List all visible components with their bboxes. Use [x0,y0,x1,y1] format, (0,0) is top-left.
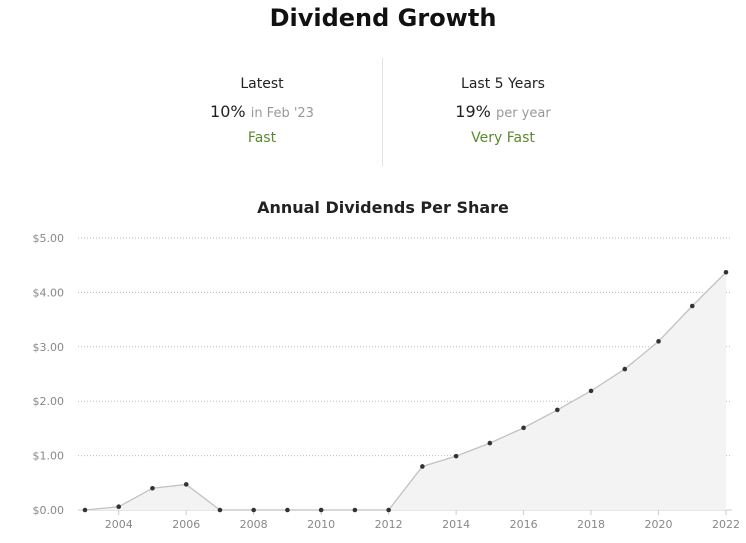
data-point [723,269,729,275]
stat-five-year: Last 5 Years 19% per year Very Fast [383,76,623,146]
x-tick-label: 2022 [712,518,740,531]
x-tick-label: 2006 [172,518,200,531]
data-point [352,507,358,513]
y-tick-label: $2.00 [33,395,65,408]
data-point [183,482,189,487]
stat-five-year-value: 19% [455,102,491,121]
data-point [285,507,290,513]
data-point [622,366,628,372]
data-point [116,504,122,510]
data-point [689,303,695,309]
data-point [150,485,155,491]
x-tick-label: 2014 [442,518,470,531]
stat-five-year-label: Last 5 Years [461,76,545,92]
data-point [656,339,661,344]
stat-five-year-rating: Very Fast [471,130,535,146]
data-point [318,507,324,513]
y-tick-label: $0.00 [33,504,65,517]
data-point [555,407,560,413]
stat-latest-qualifier: in Feb '23 [250,106,314,121]
stats-divider [382,58,383,166]
y-tick-label: $5.00 [33,232,65,245]
x-tick-label: 2004 [105,518,133,531]
data-point [251,507,256,513]
x-tick-label: 2020 [645,518,673,531]
x-tick-label: 2018 [577,518,605,531]
stat-five-year-value-row: 19% per year [383,102,623,124]
series-area [85,272,726,510]
x-tick-label: 2010 [307,518,335,531]
stat-latest-rating: Fast [247,130,277,146]
y-tick-label: $3.00 [33,341,65,354]
x-tick-label: 2016 [510,518,538,531]
stat-five-year-qualifier: per year [495,106,551,121]
stat-latest-value-row: 10% in Feb '23 [142,102,382,124]
data-point [82,507,88,513]
stat-latest: Latest 10% in Feb '23 Fast [142,76,382,146]
x-tick-label: 2012 [375,518,403,531]
data-point [217,507,223,513]
data-point [453,453,459,459]
page-title: Dividend Growth [269,4,497,32]
data-point [521,425,526,431]
y-tick-label: $1.00 [33,450,65,463]
x-tick-label: 2008 [240,518,268,531]
stat-latest-value: 10% [210,102,246,121]
data-point [588,388,594,394]
series-line [84,271,727,511]
chart-title: Annual Dividends Per Share [257,198,509,217]
y-tick-label: $4.00 [33,286,65,299]
stat-latest-label: Latest [240,76,284,92]
data-point [386,507,391,513]
data-point [487,440,493,446]
data-point [420,464,425,469]
